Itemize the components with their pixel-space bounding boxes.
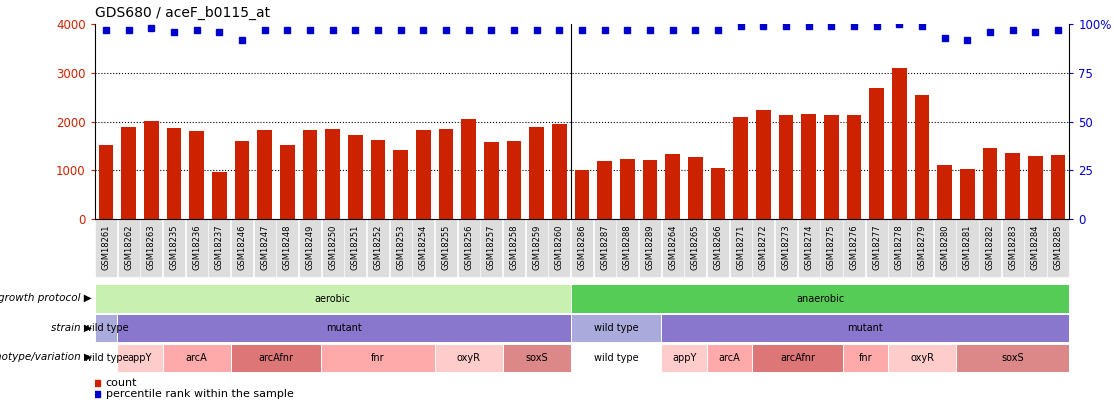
Bar xyxy=(752,343,843,372)
Text: appY: appY xyxy=(672,353,696,363)
Bar xyxy=(280,145,295,219)
Text: growth protocol ▶: growth protocol ▶ xyxy=(0,293,91,303)
Bar xyxy=(801,114,817,219)
Bar xyxy=(570,284,1069,313)
Bar xyxy=(575,170,589,219)
Bar xyxy=(597,161,612,219)
Bar xyxy=(937,165,952,219)
Bar xyxy=(95,284,570,313)
Bar xyxy=(117,314,570,343)
Text: oxyR: oxyR xyxy=(910,353,935,363)
Bar xyxy=(502,343,570,372)
Bar xyxy=(662,314,1069,343)
Bar xyxy=(892,68,907,219)
Bar xyxy=(117,343,163,372)
Text: genotype/variation ▶: genotype/variation ▶ xyxy=(0,352,91,362)
Bar xyxy=(529,127,544,219)
Bar xyxy=(688,157,703,219)
Bar xyxy=(756,109,771,219)
Bar xyxy=(121,127,136,219)
Text: fnr: fnr xyxy=(859,353,872,363)
Text: arcA: arcA xyxy=(186,353,207,363)
Bar xyxy=(439,128,453,219)
Bar xyxy=(711,168,725,219)
Text: GDS680 / aceF_b0115_at: GDS680 / aceF_b0115_at xyxy=(95,6,270,20)
Bar xyxy=(189,132,204,219)
Bar xyxy=(570,314,662,343)
Bar xyxy=(321,343,434,372)
Bar xyxy=(733,117,749,219)
Bar xyxy=(434,343,502,372)
Bar xyxy=(231,343,321,372)
Bar xyxy=(144,121,158,219)
Text: soxS: soxS xyxy=(526,353,548,363)
Bar xyxy=(371,140,385,219)
Text: appY: appY xyxy=(128,353,153,363)
Text: aerobic: aerobic xyxy=(315,294,351,304)
Text: fnr: fnr xyxy=(371,353,384,363)
Text: soxS: soxS xyxy=(1001,353,1024,363)
Bar xyxy=(461,119,476,219)
Bar xyxy=(662,343,706,372)
Text: percentile rank within the sample: percentile rank within the sample xyxy=(106,389,294,399)
Bar xyxy=(643,160,657,219)
Text: oxyR: oxyR xyxy=(457,353,481,363)
Bar xyxy=(212,173,227,219)
Bar xyxy=(1006,153,1020,219)
Bar xyxy=(393,150,408,219)
Bar xyxy=(915,96,929,219)
Bar xyxy=(956,343,1069,372)
Bar xyxy=(416,130,431,219)
Bar xyxy=(167,128,182,219)
Bar xyxy=(553,124,567,219)
Bar xyxy=(483,142,499,219)
Text: wild type: wild type xyxy=(84,353,128,363)
Bar xyxy=(257,130,272,219)
Text: arcAfnr: arcAfnr xyxy=(258,353,293,363)
Text: mutant: mutant xyxy=(848,323,883,333)
Text: strain ▶: strain ▶ xyxy=(51,323,91,333)
Bar xyxy=(824,115,839,219)
Bar xyxy=(99,145,114,219)
Bar xyxy=(779,115,793,219)
Bar xyxy=(620,159,635,219)
Text: wild type: wild type xyxy=(84,323,128,333)
Bar xyxy=(325,129,340,219)
Bar xyxy=(665,154,681,219)
Bar xyxy=(869,87,885,219)
Bar xyxy=(888,343,956,372)
Bar xyxy=(843,343,888,372)
Text: wild type: wild type xyxy=(594,323,638,333)
Text: count: count xyxy=(106,377,137,388)
Text: mutant: mutant xyxy=(326,323,362,333)
Bar xyxy=(95,343,117,372)
Bar xyxy=(847,115,861,219)
Bar xyxy=(1051,155,1065,219)
Bar xyxy=(507,141,521,219)
Bar xyxy=(706,343,752,372)
Bar xyxy=(95,314,117,343)
Bar xyxy=(235,141,250,219)
Text: anaerobic: anaerobic xyxy=(797,294,844,304)
Text: arcA: arcA xyxy=(719,353,741,363)
Bar xyxy=(983,148,997,219)
Text: wild type: wild type xyxy=(594,353,638,363)
Bar xyxy=(163,343,231,372)
Bar xyxy=(960,169,975,219)
Bar xyxy=(303,130,317,219)
Bar xyxy=(348,135,363,219)
Bar xyxy=(1028,156,1043,219)
Text: arcAfnr: arcAfnr xyxy=(780,353,815,363)
Bar xyxy=(570,343,662,372)
